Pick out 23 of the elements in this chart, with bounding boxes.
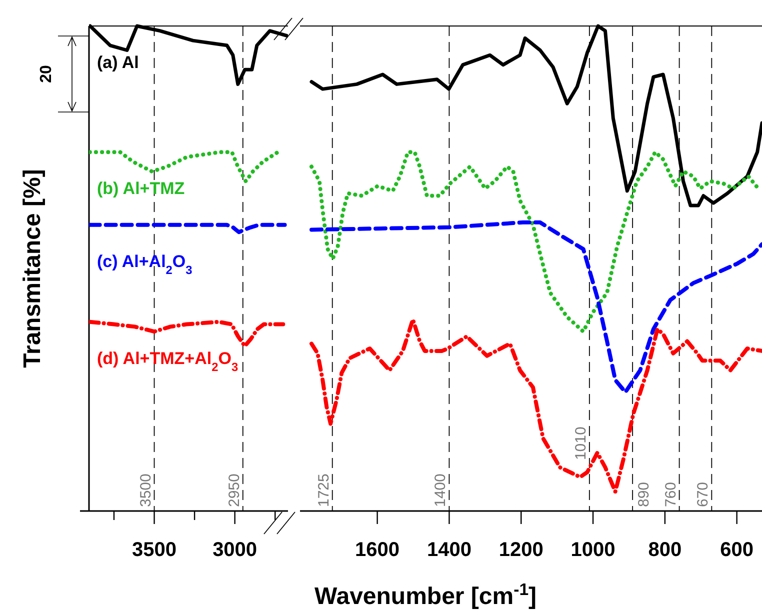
ref-line-label: 890 <box>636 482 653 507</box>
x-tick-label: 800 <box>648 539 682 561</box>
ref-line-label: 3500 <box>137 474 154 507</box>
ref-line-label: 1010 <box>572 426 590 460</box>
x-tick-label: 1400 <box>426 539 472 561</box>
ref-line-label: 1400 <box>432 474 450 507</box>
ref-line-label: 2950 <box>226 474 243 507</box>
ref-line-label: 670 <box>694 482 712 507</box>
series-label: (d) Al+TMZ+Al$_{2}$O$_{3}$ <box>97 348 238 374</box>
x-axis-title: Wavenumber [cm$^{-1}$] <box>314 580 537 610</box>
series-label: (c) Al+Al$_{2}$O$_{3}$ <box>97 252 193 277</box>
series-label: (a) Al <box>97 53 139 72</box>
x-tick-label: 600 <box>720 539 754 561</box>
text: 20 <box>38 65 55 83</box>
x-tick-label: 1600 <box>355 539 400 561</box>
series-label: (b) Al+TMZ <box>97 179 185 198</box>
x-tick-label: 1200 <box>498 539 544 561</box>
y-axis-title: Transmitance [%] <box>19 169 46 368</box>
ref-line-label: 1725 <box>315 474 332 507</box>
x-tick-label: 3500 <box>132 539 177 561</box>
x-tick-label: 3000 <box>212 539 258 561</box>
x-tick-label: 1000 <box>570 539 616 561</box>
ref-line-label: 760 <box>662 482 680 507</box>
